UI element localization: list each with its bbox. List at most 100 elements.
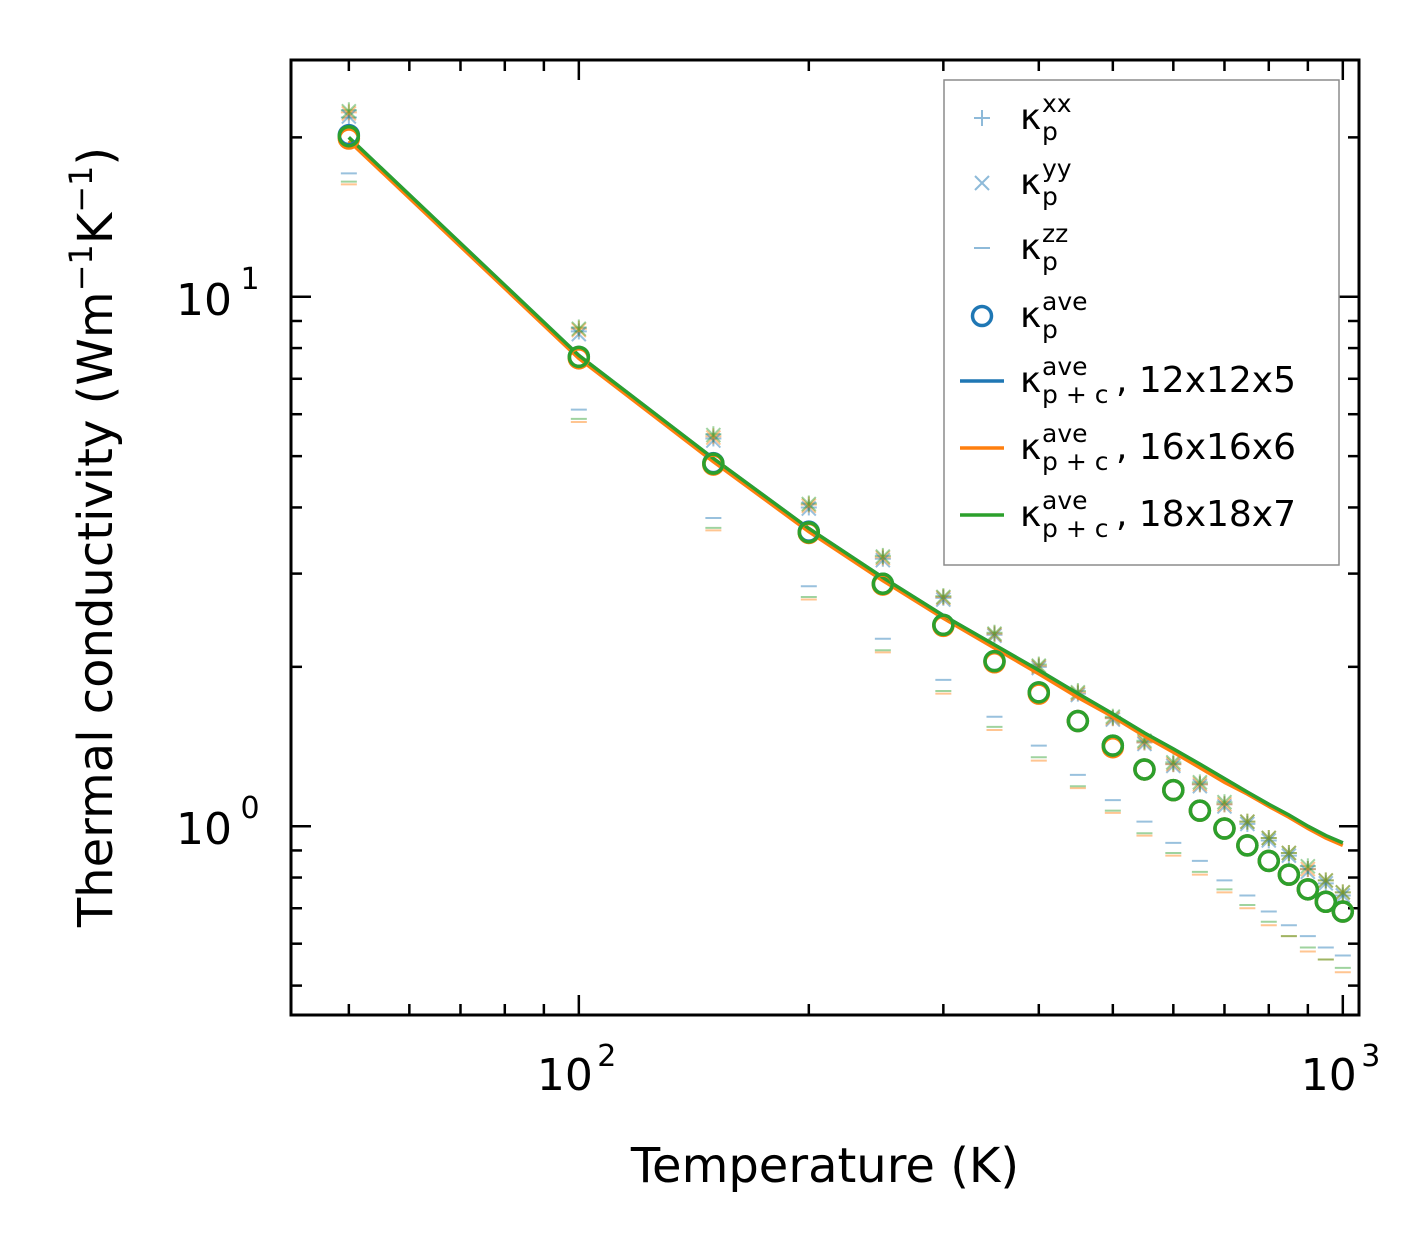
point-kp_yy_16-a (986, 626, 1003, 643)
point-kp_yy_16-a (1165, 756, 1182, 772)
legend-label-sup: xx (1042, 89, 1072, 118)
point-kp_yy_12-b (1281, 847, 1297, 864)
point-kp_xx_18 (1191, 774, 1208, 791)
point-kp_yy_16 (1192, 776, 1208, 793)
point-kp_yy_12-b (1192, 778, 1208, 794)
point-kp_xx_18 (1334, 884, 1351, 901)
point-kp_yy_16 (1216, 796, 1233, 813)
plot-area (337, 102, 1355, 974)
point-kp_yy_18-a (341, 103, 357, 120)
point-kp_yy_16-a (1136, 734, 1153, 751)
point-kp_yy_18-a (1165, 754, 1182, 771)
point-kp_yy_18-b (1318, 872, 1334, 889)
point-kp_yy_12-b (1216, 798, 1233, 815)
legend-label-sub: p (1042, 247, 1058, 276)
point-kp_xx_12 (340, 109, 357, 126)
point-kp_yy_18 (571, 321, 587, 337)
point-kp_yy_12-a (1335, 887, 1351, 904)
point-kp_yy_18-b (341, 103, 357, 120)
point-kp_xx_16 (1299, 861, 1316, 878)
point-kp_yy_16 (986, 626, 1003, 643)
point-kp_ave_18 (702, 452, 725, 475)
point-kp_yy_12 (1165, 758, 1182, 774)
point-kp_xx_12 (1191, 776, 1208, 793)
point-kp_xx_16 (1260, 830, 1277, 847)
point-kp_yy_12-a (1136, 736, 1153, 752)
point-kp_yy_16-b (1335, 884, 1351, 901)
legend-swatch-circle (970, 304, 994, 328)
legend-item: κp + cave, 16x16x6 (960, 419, 1296, 476)
point-kp_yy_16-a (1281, 845, 1297, 861)
point-kp_yy_12 (1318, 875, 1334, 892)
point-kp_xx_12 (874, 550, 891, 567)
legend-box (943, 79, 1340, 566)
y-tick-label-exp: 1 (240, 262, 259, 297)
point-kp_xx_16 (800, 496, 817, 513)
x-tick-labels: 10 2 10 3 (537, 1039, 1381, 1101)
point-kp_xx_12 (1299, 861, 1316, 878)
y-axis-title-prefix: Thermal conductivity (Wm (68, 291, 124, 928)
point-kp_yy_18-a (1318, 872, 1334, 889)
point-kp_yy_12 (1335, 887, 1351, 904)
point-kp_yy_12-a (1239, 816, 1256, 832)
legend-label-sub: p (1042, 182, 1058, 211)
point-kp_xx_16 (986, 625, 1003, 642)
point-kp_yy_16-a (341, 105, 357, 122)
series-kp_yy_18 (341, 103, 1351, 901)
point-kp_xx_18 (570, 319, 587, 336)
point-kp_yy_16-a (1300, 861, 1316, 877)
point-kp_yy_12 (1192, 778, 1208, 794)
point-kp_yy_16-b (1300, 861, 1316, 877)
point-kp_yy_18 (1281, 845, 1297, 861)
point-kp_yy_16-a (801, 498, 817, 514)
point-kp_yy_18 (1165, 754, 1182, 771)
point-kp_yy_12 (1300, 864, 1316, 880)
point-kp_yy_18-b (935, 589, 952, 605)
series-line-kpc_ave_18x18x7 (347, 136, 1344, 845)
point-kp_yy_16-a (571, 322, 587, 338)
point-kp_yy_16-a (1261, 830, 1277, 846)
legend-label-suffix: , 18x18x7 (1116, 494, 1296, 535)
point-kp_ave_18 (1027, 681, 1051, 704)
point-kp_ave_18 (1236, 834, 1259, 857)
point-kp_yy_18-b (1165, 754, 1182, 771)
point-kp_yy_18-a (875, 548, 891, 565)
point-kp_yy_18-a (1192, 774, 1208, 791)
point-kp_yy_18 (1192, 774, 1208, 791)
series-kpc_ave_18x18x7 (347, 136, 1344, 845)
point-kp_yy_16-b (341, 105, 357, 122)
point-kp_yy_12-a (1318, 875, 1334, 892)
point-kp_yy_18-a (1031, 657, 1047, 674)
point-kp_xx_12 (1165, 756, 1182, 773)
point-kp_yy_12-b (571, 326, 587, 342)
legend-label: κp + cave, 16x16x6 (1020, 419, 1296, 476)
point-kp_xx_12 (1260, 832, 1277, 849)
point-kp_ave_18 (1314, 890, 1338, 914)
point-kp_xx_16 (1334, 884, 1351, 901)
point-kp_yy_18 (1300, 858, 1316, 875)
point-kp_xx_12 (1280, 847, 1297, 864)
point-kp_xx_16 (1216, 796, 1233, 813)
y-axis-title: Thermal conductivity (Wm−1K−1) (62, 147, 124, 928)
point-kp_yy_16-a (1318, 872, 1334, 889)
legend-swatch-plus (974, 110, 990, 126)
point-kp_yy_16-b (986, 626, 1003, 643)
point-kp_yy_18-b (1192, 774, 1208, 791)
point-kp_yy_12-a (1261, 832, 1277, 849)
point-kp_yy_18 (341, 103, 357, 120)
point-kp_yy_12-a (1216, 798, 1233, 815)
point-kp_yy_12-b (1300, 864, 1316, 880)
point-kp_xx_12 (986, 626, 1003, 643)
legend-label: κpave (1020, 287, 1088, 344)
point-kp_yy_18-b (1261, 830, 1277, 846)
point-kp_yy_12-b (875, 552, 891, 568)
legend-label-sub: p (1042, 117, 1058, 146)
point-kp_xx_18 (1216, 794, 1233, 811)
point-kp_xx_12 (1216, 796, 1233, 813)
point-kp_yy_12 (571, 326, 587, 342)
point-kp_ave_18 (797, 521, 821, 544)
point-kp_yy_12-b (1318, 875, 1334, 892)
point-kp_yy_12-b (1261, 832, 1277, 849)
